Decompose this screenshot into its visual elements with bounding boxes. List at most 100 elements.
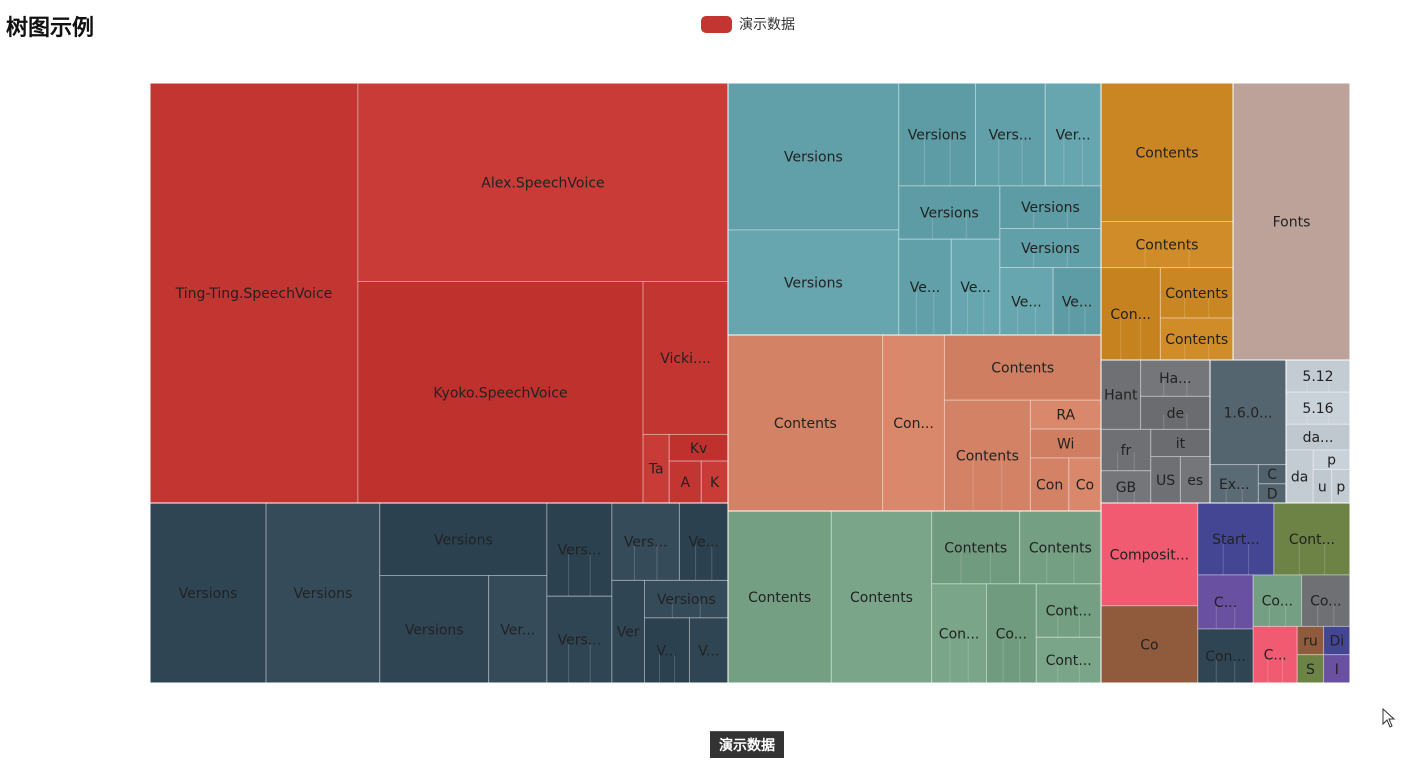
treemap-node[interactable] bbox=[1100, 428, 1152, 472]
treemap-node[interactable] bbox=[898, 185, 1001, 240]
breadcrumb-root[interactable]: 演示数据 bbox=[710, 731, 784, 758]
treemap-node[interactable] bbox=[1100, 82, 1234, 222]
treemap-node-subdivisions bbox=[1268, 603, 1286, 627]
treemap-node-label: Ver... bbox=[1056, 127, 1091, 143]
treemap-node-label: Con... bbox=[893, 416, 934, 432]
treemap-group[interactable]: Contents Contents Contents Contents Con... Co… bbox=[727, 510, 1102, 684]
treemap-node[interactable] bbox=[1100, 267, 1161, 361]
treemap-node-label: Ve... bbox=[1062, 294, 1092, 310]
treemap-node[interactable] bbox=[1296, 654, 1325, 684]
treemap-node-label: Co bbox=[1076, 478, 1094, 494]
treemap-group[interactable]: Contents Con... Contents Contents RA Wi Con Co bbox=[727, 334, 1102, 512]
treemap-node[interactable] bbox=[357, 281, 644, 504]
treemap-node[interactable] bbox=[1285, 423, 1351, 451]
treemap-group[interactable]: Ting-Ting.SpeechVoice Alex.SpeechVoice Kyo… bbox=[149, 82, 729, 504]
chart-title: 树图示例 bbox=[6, 16, 95, 41]
treemap-node-label: Vers... bbox=[558, 633, 602, 649]
treemap-group[interactable]: Contents Contents Con... Contents Contents bbox=[1100, 82, 1234, 361]
treemap-group[interactable]: Hant Ha... de fr GB it US es bbox=[1100, 359, 1211, 504]
treemap-node[interactable] bbox=[943, 399, 1031, 512]
treemap-node-subdivisions bbox=[915, 291, 935, 335]
treemap-node[interactable] bbox=[1159, 317, 1234, 361]
treemap-node-label: Ex... bbox=[1219, 477, 1249, 493]
treemap-node[interactable] bbox=[1232, 82, 1351, 361]
treemap-node[interactable] bbox=[727, 334, 884, 512]
treemap-group[interactable]: Composit... Co Start... Cont... C... Con... Co… bbox=[1100, 502, 1351, 684]
treemap-node[interactable] bbox=[882, 334, 945, 512]
treemap-node[interactable] bbox=[1029, 428, 1102, 459]
treemap-node-label: Con bbox=[1036, 478, 1063, 494]
treemap-node[interactable] bbox=[1068, 457, 1102, 512]
treemap-node-subdivisions bbox=[1184, 295, 1210, 319]
treemap-node-label: Contents bbox=[956, 449, 1019, 465]
treemap-node[interactable] bbox=[379, 502, 548, 576]
treemap-node[interactable] bbox=[357, 82, 729, 283]
treemap-node-subdivisions bbox=[1298, 542, 1326, 575]
treemap-node-label: Vers... bbox=[558, 543, 602, 559]
treemap-node-label: Versions bbox=[657, 592, 716, 608]
treemap-node[interactable] bbox=[1159, 267, 1234, 319]
treemap-node[interactable] bbox=[975, 82, 1046, 187]
treemap-node[interactable] bbox=[1029, 399, 1102, 430]
treemap-node-label: Contents bbox=[1136, 145, 1199, 161]
treemap-node[interactable] bbox=[1197, 574, 1254, 630]
treemap-node[interactable] bbox=[644, 617, 690, 684]
treemap-group[interactable]: 5.12 5.16 da... da pu p bbox=[1285, 359, 1351, 504]
treemap-node[interactable] bbox=[830, 510, 933, 684]
treemap-node[interactable] bbox=[1252, 574, 1303, 627]
treemap-node-label: Wi bbox=[1057, 437, 1074, 453]
treemap-node-label: Co... bbox=[1310, 594, 1341, 610]
treemap-node-subdivisions bbox=[1163, 414, 1188, 430]
treemap-node-label: Versions bbox=[179, 586, 238, 602]
treemap-node[interactable] bbox=[1209, 464, 1259, 504]
treemap-node[interactable] bbox=[1044, 82, 1102, 187]
treemap-node[interactable] bbox=[1296, 625, 1325, 656]
treemap-node[interactable] bbox=[379, 575, 490, 684]
treemap-node[interactable] bbox=[149, 502, 267, 684]
treemap-node-label: Vers... bbox=[989, 127, 1033, 143]
treemap-node[interactable] bbox=[1140, 359, 1211, 397]
treemap-node[interactable] bbox=[1100, 605, 1199, 684]
treemap-node[interactable] bbox=[898, 82, 977, 187]
treemap-group[interactable]: 1.6.0... Ex... CD bbox=[1209, 359, 1287, 504]
treemap-node-label: K bbox=[710, 475, 720, 491]
treemap-node-label: Ve... bbox=[960, 280, 990, 296]
treemap-node[interactable] bbox=[488, 575, 548, 684]
treemap-node-label: it bbox=[1176, 436, 1186, 452]
treemap-node-label: Versions bbox=[920, 206, 979, 222]
treemap-node[interactable] bbox=[985, 583, 1037, 684]
treemap-node-subdivisions bbox=[568, 643, 591, 683]
treemap-node[interactable] bbox=[1285, 449, 1314, 504]
treemap-node[interactable] bbox=[678, 502, 729, 581]
treemap-node-label: Ting-Ting.SpeechVoice bbox=[175, 286, 333, 302]
treemap-node-label: es bbox=[1187, 473, 1203, 489]
legend-item[interactable]: 演示数据 bbox=[701, 14, 795, 34]
treemap-group[interactable]: Versions Versions Versions Vers... Ver... Ver… bbox=[727, 82, 1102, 336]
treemap-node[interactable] bbox=[1301, 574, 1351, 627]
treemap-node[interactable] bbox=[727, 82, 900, 231]
treemap-node-label: Ve... bbox=[688, 535, 718, 551]
treemap-group[interactable]: Versions Versions Versions Versions Ver... Ve… bbox=[149, 502, 729, 684]
treemap-node-label: Contents bbox=[1165, 332, 1228, 348]
treemap-node-label: Versions bbox=[434, 532, 493, 548]
treemap-group[interactable]: Fonts bbox=[1232, 82, 1351, 361]
treemap-node-label: Versions bbox=[1021, 241, 1080, 257]
treemap-node[interactable] bbox=[668, 433, 729, 462]
treemap-node[interactable] bbox=[642, 433, 670, 504]
treemap-node[interactable] bbox=[1273, 502, 1351, 576]
treemap-node[interactable] bbox=[1052, 267, 1102, 336]
treemap-node[interactable] bbox=[931, 510, 1021, 585]
treemap-node[interactable] bbox=[611, 502, 680, 581]
treemap-node[interactable] bbox=[644, 579, 729, 619]
treemap-node[interactable] bbox=[931, 583, 987, 684]
treemap-node[interactable] bbox=[688, 617, 729, 684]
treemap-node-subdivisions bbox=[1057, 662, 1080, 683]
treemap-node[interactable] bbox=[950, 238, 1001, 336]
treemap-node[interactable] bbox=[999, 185, 1102, 230]
treemap-node[interactable] bbox=[149, 82, 359, 504]
treemap-node-subdivisions bbox=[1267, 657, 1284, 683]
treemap-node-subdivisions bbox=[1117, 488, 1135, 503]
treemap-node-subdivisions bbox=[695, 545, 713, 581]
treemap-node[interactable] bbox=[1197, 628, 1254, 684]
